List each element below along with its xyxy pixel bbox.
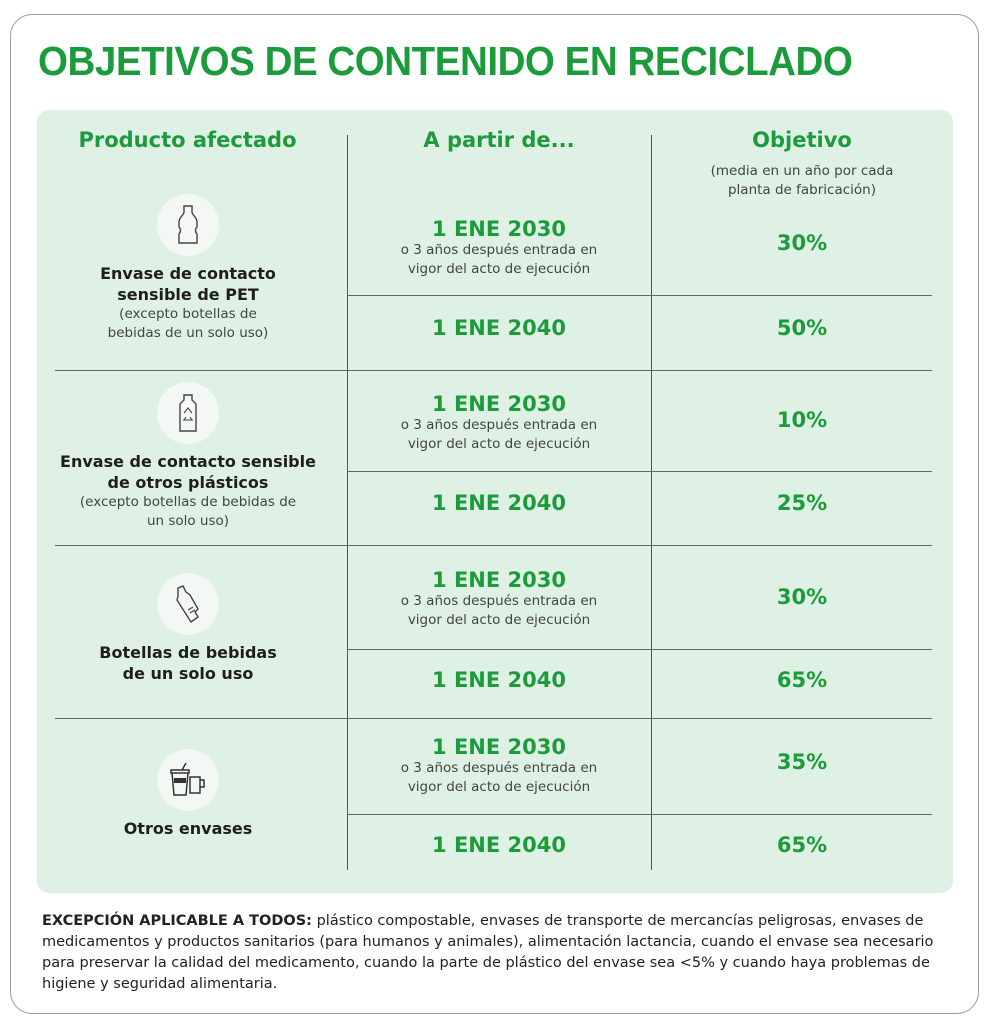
group-divider xyxy=(55,370,932,371)
date: 1 ENE 2030 xyxy=(432,391,566,416)
row-divider xyxy=(347,814,932,815)
date-cell: 1 ENE 2030 o 3 años después entrada en v… xyxy=(347,200,651,295)
date: 1 ENE 2030 xyxy=(432,567,566,592)
date-cell: 1 ENE 2040 xyxy=(347,471,651,535)
group-divider xyxy=(55,545,932,546)
date: 1 ENE 2030 xyxy=(432,734,566,759)
target-value: 35% xyxy=(776,750,828,774)
product-name: Envase de contacto sensible de PET xyxy=(100,264,276,304)
product-name: Otros envases xyxy=(123,818,253,838)
header-product: Producto afectado xyxy=(78,128,297,152)
target-value: 10% xyxy=(776,408,828,432)
target-value: 30% xyxy=(776,230,828,255)
date-cell: 1 ENE 2040 xyxy=(347,295,651,360)
date-note: o 3 años después entrada en vigor del ac… xyxy=(400,416,598,452)
date-cell: 1 ENE 2030 o 3 años después entrada en v… xyxy=(347,555,651,642)
date: 1 ENE 2040 xyxy=(432,668,566,692)
product-name: Botellas de bebidas de un solo uso xyxy=(99,643,277,683)
cups-icon xyxy=(160,751,216,808)
exception-footnote: EXCEPCIÓN APLICABLE A TODOS: plástico co… xyxy=(42,911,962,995)
target-cell: 50% xyxy=(651,295,953,360)
product-cell: Envase de contacto sensible de PET (exce… xyxy=(40,185,336,355)
card-frame xyxy=(10,14,979,1014)
product-cell: Otros envases xyxy=(40,740,336,850)
product-cell: Botellas de bebidas de un solo uso xyxy=(40,560,336,700)
date: 1 ENE 2040 xyxy=(432,833,566,857)
date-cell: 1 ENE 2030 o 3 años después entrada en v… xyxy=(347,722,651,809)
row-divider xyxy=(347,295,932,296)
row-divider xyxy=(347,649,932,650)
target-cell: 35% xyxy=(651,722,953,802)
date: 1 ENE 2040 xyxy=(432,491,566,515)
target-cell: 65% xyxy=(651,649,953,711)
date: 1 ENE 2040 xyxy=(432,315,566,340)
crushed-bottle-icon xyxy=(160,576,216,632)
page-title: OBJETIVOS DE CONTENIDO EN RECICLADO xyxy=(38,38,853,84)
product-cell: Envase de contacto sensible de otros plá… xyxy=(40,380,336,535)
target-cell: 30% xyxy=(651,555,953,639)
date-cell: 1 ENE 2030 o 3 años después entrada en v… xyxy=(347,380,651,465)
product-note: (excepto botellas de bebidas de un solo … xyxy=(79,493,297,529)
pet-bottle-icon xyxy=(160,197,216,253)
date: 1 ENE 2030 xyxy=(432,216,566,241)
product-name: Envase de contacto sensible de otros plá… xyxy=(60,451,316,492)
group-divider xyxy=(55,718,932,719)
target-value: 30% xyxy=(776,585,828,609)
recycle-bottle-icon xyxy=(160,384,216,441)
column-divider xyxy=(347,135,348,870)
date-note: o 3 años después entrada en vigor del ac… xyxy=(400,592,598,628)
header-from: A partir de... xyxy=(423,128,575,152)
target-cell: 10% xyxy=(651,380,953,460)
target-value: 25% xyxy=(776,491,828,515)
target-cell: 30% xyxy=(651,200,953,285)
target-cell: 25% xyxy=(651,471,953,535)
row-divider xyxy=(347,471,932,472)
product-note: (excepto botellas de bebidas de un solo … xyxy=(107,306,269,341)
exception-text: plástico compostable, envases de transpo… xyxy=(42,913,934,992)
target-value: 65% xyxy=(776,668,828,692)
date-note: o 3 años después entrada en vigor del ac… xyxy=(400,759,598,795)
column-divider xyxy=(651,135,652,870)
exception-label: EXCEPCIÓN APLICABLE A TODOS: xyxy=(42,913,312,929)
date-cell: 1 ENE 2040 xyxy=(347,814,651,876)
target-value: 50% xyxy=(776,315,828,340)
target-cell: 65% xyxy=(651,814,953,876)
date-note: o 3 años después entrada en vigor del ac… xyxy=(400,241,598,277)
header-target-note: (media en un año por cada planta de fabr… xyxy=(710,163,894,198)
target-value: 65% xyxy=(776,833,828,857)
header-target: Objetivo xyxy=(752,128,852,152)
date-cell: 1 ENE 2040 xyxy=(347,649,651,711)
